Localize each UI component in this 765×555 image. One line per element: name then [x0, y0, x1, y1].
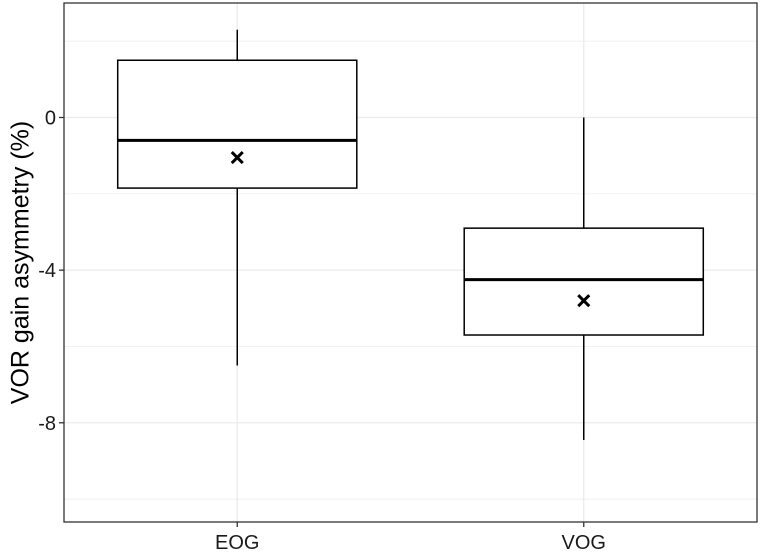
y-tick-label: -4: [38, 260, 56, 282]
x-tick-label: VOG: [562, 532, 606, 554]
box: [116, 59, 358, 189]
mean-marker: [577, 294, 591, 308]
y-tick-label: -8: [38, 413, 56, 435]
grid-minor-lines: [64, 40, 757, 500]
x-tick-label: EOG: [215, 532, 259, 554]
box: [463, 227, 705, 336]
boxes: [116, 29, 705, 440]
mean-marker: [230, 150, 244, 165]
y-axis-title: VOR gain asymmetry (%): [7, 121, 35, 404]
y-tick-label: 0: [45, 107, 56, 129]
panel-border: [63, 2, 758, 523]
x-axis-ticks: EOG VOG: [215, 522, 606, 554]
y-axis-ticks: 0 -4 -8: [38, 107, 64, 435]
